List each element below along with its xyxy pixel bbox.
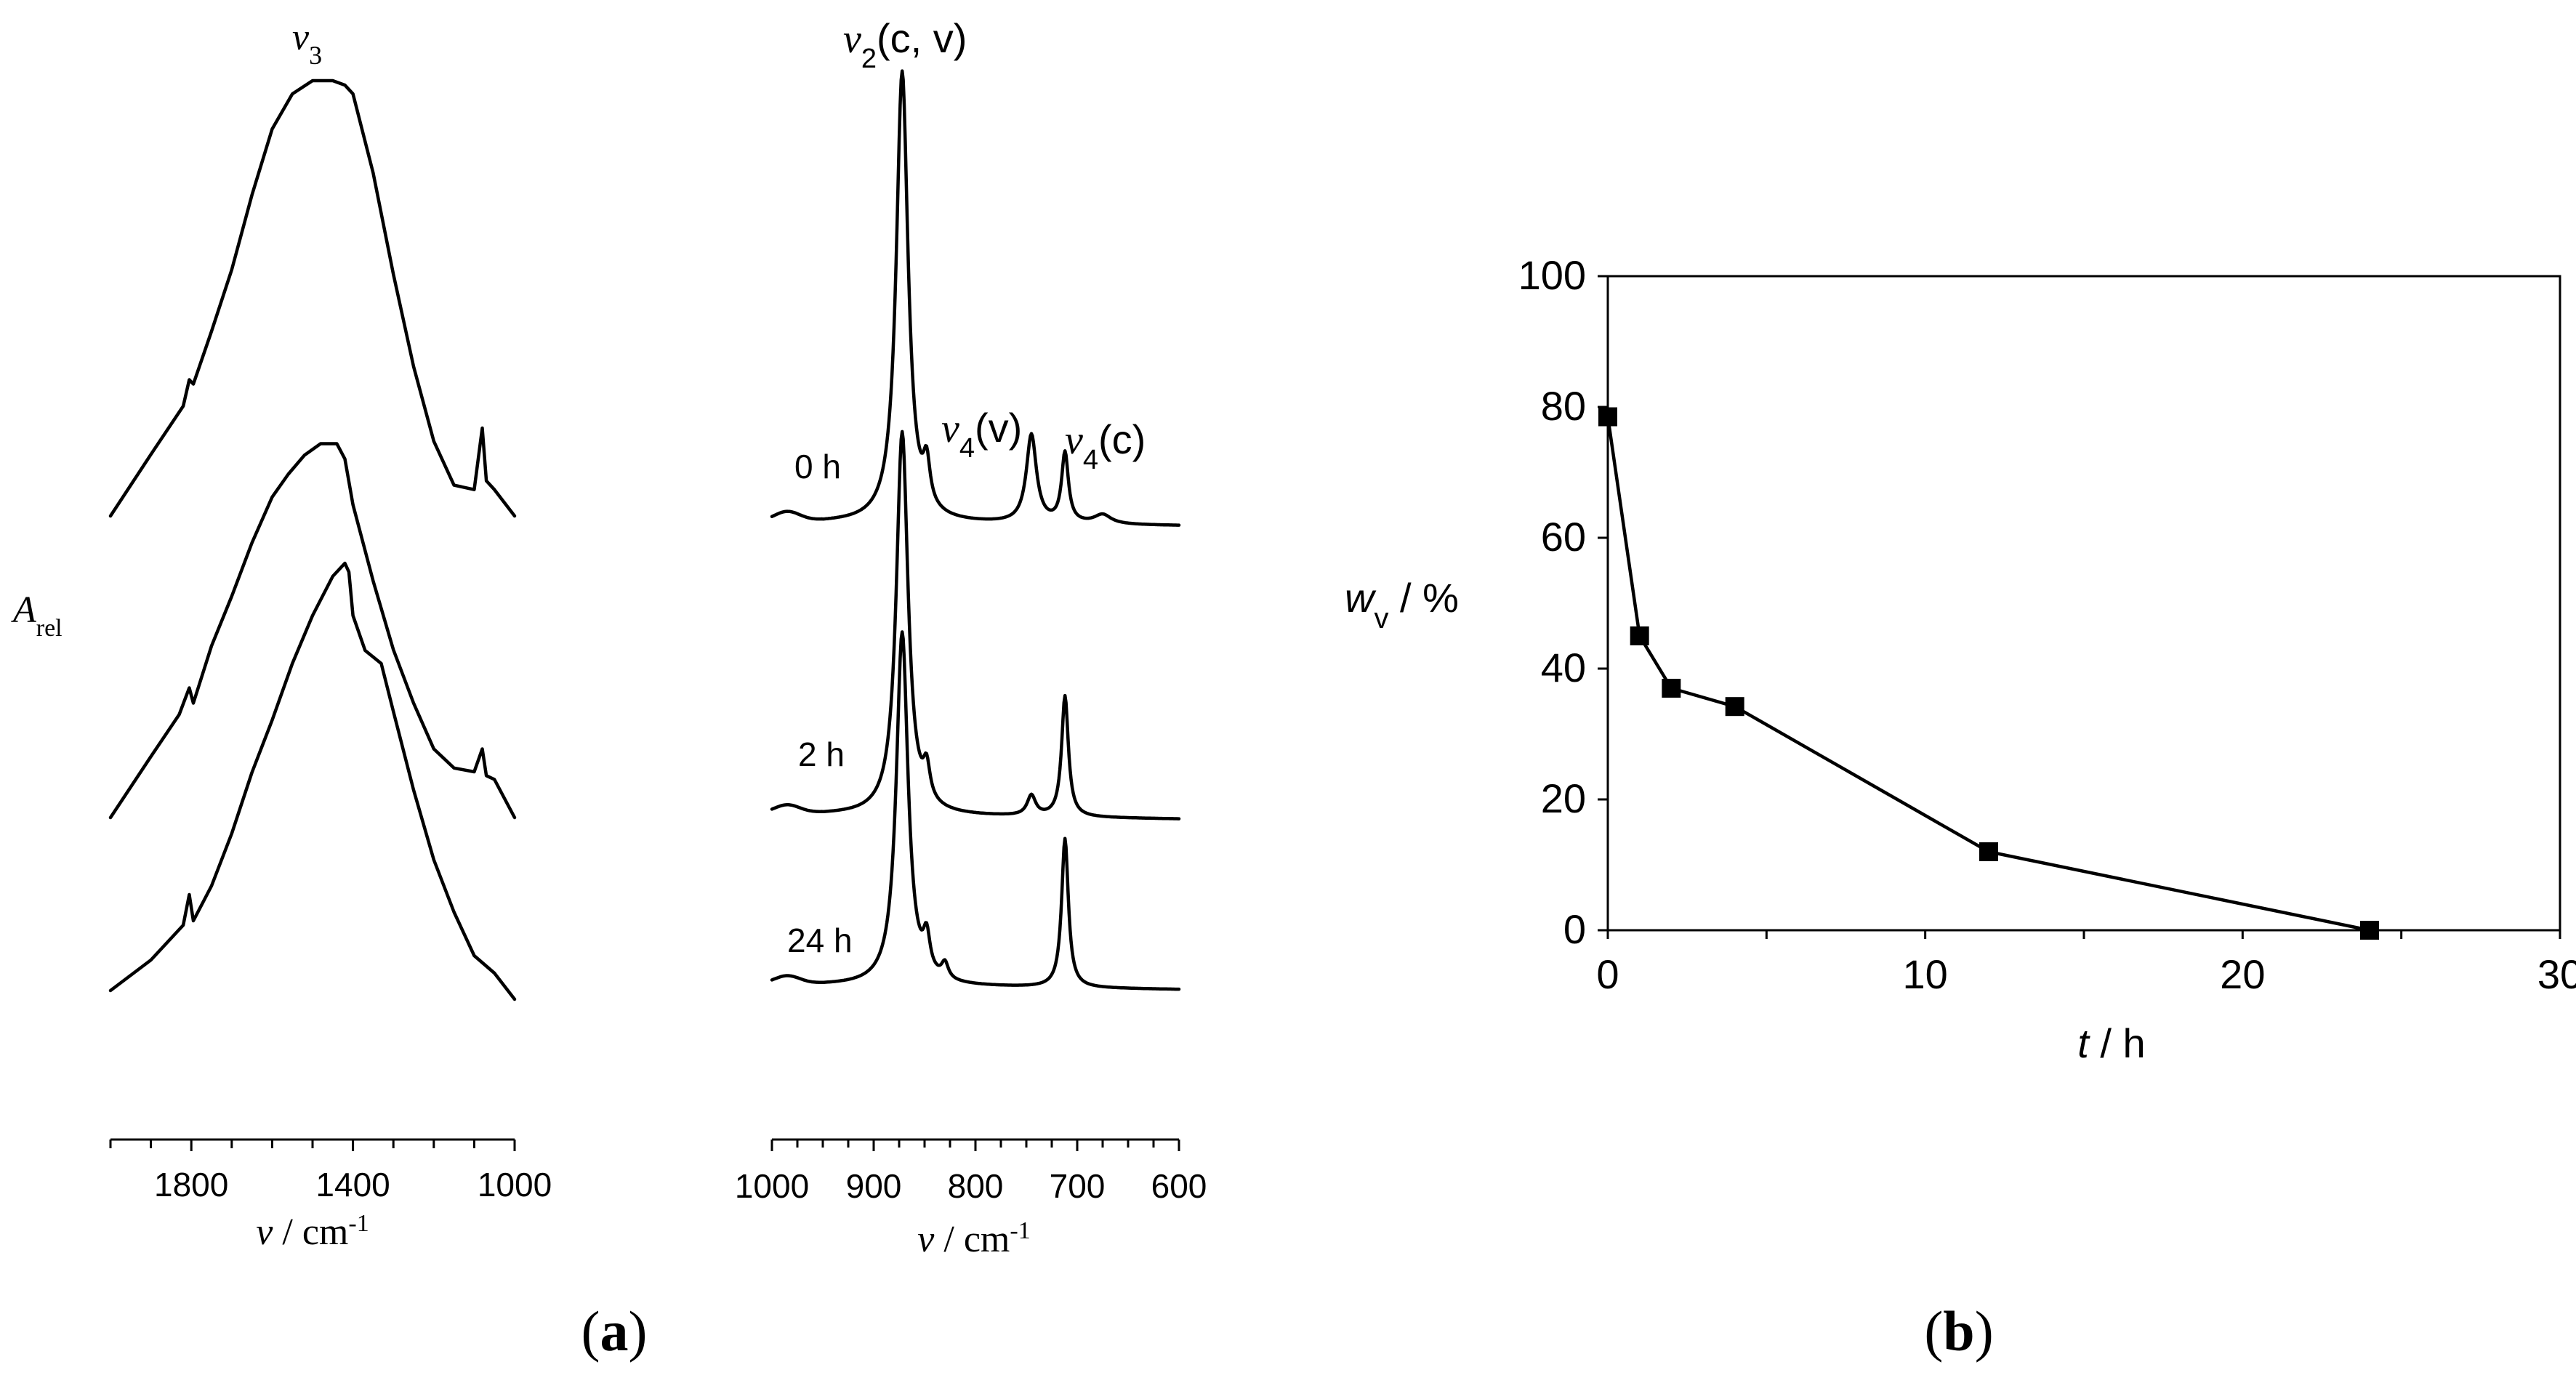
chart-a-right: ν2(c, v) ν4(v) ν4(c) 0 h 2 h 24 h 1000 90… — [735, 15, 1207, 1260]
plot-area-b — [1606, 275, 2561, 932]
trace-label-24h: 24 h — [787, 922, 853, 959]
y-tick-labels-b: 0 20 40 60 80 100 — [1518, 252, 1586, 952]
y-axis-label-a-left: Arel — [11, 589, 63, 642]
v4c-annotation: ν4(c) — [1065, 416, 1146, 475]
data-point — [1630, 626, 1649, 645]
trace-2h-v3 — [108, 442, 517, 820]
x-tick-label: 1400 — [315, 1166, 390, 1203]
x-tick-label: 700 — [1050, 1167, 1106, 1205]
trace-2h-v2v4 — [770, 430, 1181, 820]
panel-label-b: (b) — [1924, 1299, 1993, 1363]
trace-24h-v3 — [108, 561, 517, 1001]
trace-label-2h: 2 h — [798, 735, 845, 773]
x-tick-label: 0 — [1596, 951, 1619, 997]
data-point — [1979, 842, 1998, 861]
data-point — [2360, 921, 2379, 940]
x-tick-label: 1800 — [154, 1166, 228, 1203]
trace-24h-v2v4 — [770, 630, 1181, 991]
data-point — [1598, 407, 1617, 427]
x-tick-labels-b: 0 10 20 30 — [1596, 951, 2576, 997]
y-tick-label: 40 — [1541, 645, 1586, 690]
x-tick-label: 10 — [1903, 951, 1948, 997]
y-tick-label: 100 — [1518, 252, 1586, 298]
y-tick-label: 0 — [1563, 906, 1586, 952]
trace-label-0h: 0 h — [794, 448, 841, 485]
x-axis-label-a-left: ν / cm-1 — [256, 1210, 369, 1254]
chart-b: 0 20 40 60 80 100 0 10 20 30 wv / % t / h — [1345, 252, 2576, 1066]
trace-0h-v2v4 — [770, 69, 1181, 527]
x-tick-label: 1000 — [478, 1166, 552, 1203]
series-markers-b — [1598, 407, 2379, 940]
x-tick-labels-a-left: 1800 1400 1000 — [154, 1166, 552, 1203]
v2-annotation: ν2(c, v) — [843, 15, 967, 74]
panel-label-a: (a) — [581, 1299, 648, 1363]
y-ticks-b — [1598, 275, 1608, 932]
data-point — [1725, 697, 1744, 717]
y-tick-label: 20 — [1541, 775, 1586, 821]
trace-0h-v3 — [108, 78, 517, 518]
x-tick-labels-a-right: 1000 900 800 700 600 — [735, 1167, 1207, 1205]
x-tick-label: 1000 — [735, 1167, 809, 1205]
x-axis-label-b: t / h — [2077, 1020, 2145, 1066]
x-axis-label-a-right: ν / cm-1 — [917, 1217, 1030, 1261]
y-tick-label: 60 — [1541, 514, 1586, 560]
chart-a-left: v3 Arel 1800 1400 1000 ν / cm-1 — [11, 17, 552, 1253]
x-tick-label: 20 — [2220, 951, 2265, 997]
data-point — [1662, 679, 1681, 698]
series-line-b — [1606, 416, 2370, 932]
y-axis-label-b: wv / % — [1345, 575, 1459, 634]
x-ticks-b — [1606, 930, 2561, 939]
x-tick-label: 600 — [1151, 1167, 1207, 1205]
y-tick-label: 80 — [1541, 383, 1586, 429]
x-ticks-a-right — [770, 1140, 1180, 1151]
x-tick-label: 900 — [846, 1167, 902, 1205]
v4v-annotation: ν4(v) — [941, 405, 1022, 464]
x-tick-label: 30 — [2537, 951, 2576, 997]
x-ticks-a-left — [109, 1140, 516, 1151]
v3-annotation: v3 — [292, 17, 322, 70]
x-tick-label: 800 — [948, 1167, 1004, 1205]
